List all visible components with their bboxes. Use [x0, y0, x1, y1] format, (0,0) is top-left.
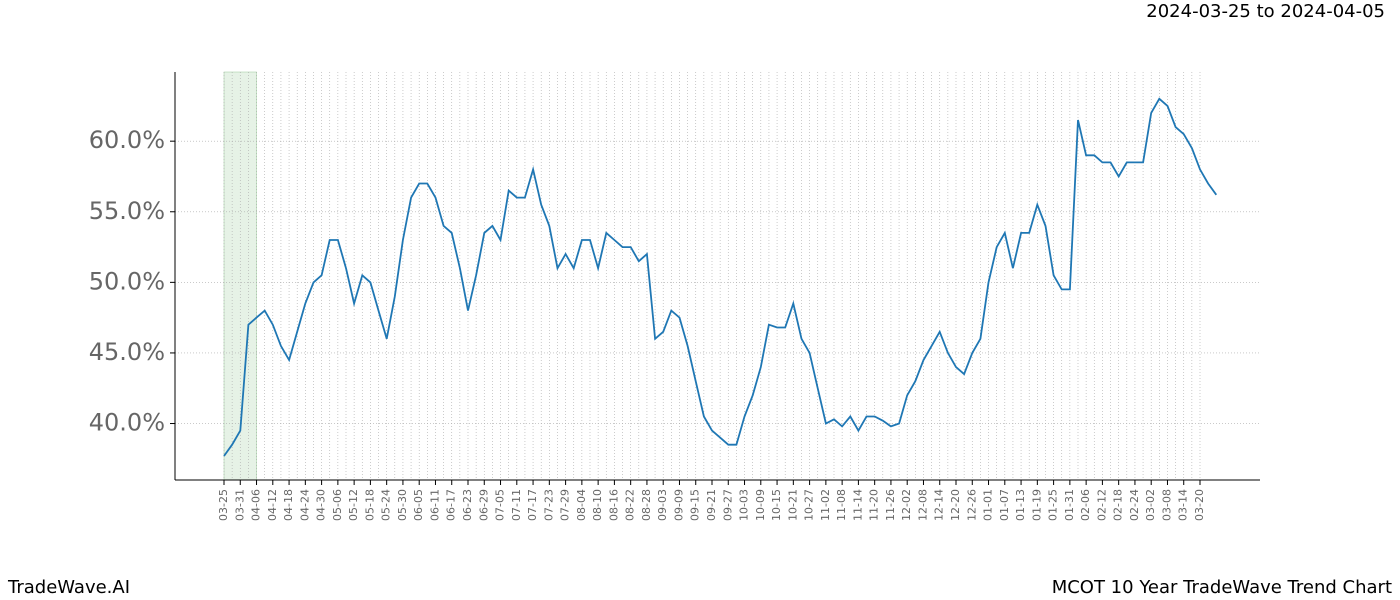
x-tick-label: 01-01	[982, 489, 995, 521]
x-tick-label: 06-17	[445, 489, 458, 521]
x-tick-label: 01-25	[1047, 489, 1060, 521]
x-tick-label: 07-17	[526, 489, 539, 521]
x-tick-label: 03-25	[217, 489, 230, 521]
y-tick-label: 45.0%	[89, 338, 165, 366]
x-tick-label: 06-23	[461, 489, 474, 521]
x-tick-label: 10-03	[738, 489, 751, 521]
x-tick-label: 09-21	[705, 489, 718, 521]
x-tick-label: 09-09	[672, 489, 685, 521]
y-tick-label: 60.0%	[89, 126, 165, 154]
x-tick-label: 12-20	[949, 489, 962, 521]
x-tick-label: 04-06	[250, 489, 263, 521]
y-tick-label: 50.0%	[89, 267, 165, 295]
x-tick-label: 08-04	[575, 489, 588, 521]
x-tick-label: 06-29	[477, 489, 490, 521]
x-tick-label: 02-18	[1112, 489, 1125, 521]
x-tick-label: 10-21	[786, 489, 799, 521]
x-tick-label: 08-16	[607, 489, 620, 521]
x-tick-label: 01-19	[1030, 489, 1043, 521]
y-tick-label: 55.0%	[89, 197, 165, 225]
x-tick-label: 04-24	[298, 489, 311, 521]
x-tick-label: 05-06	[331, 489, 344, 521]
trend-line	[223, 97, 1218, 457]
x-tick-label: 09-15	[689, 489, 702, 521]
x-tick-label: 07-23	[542, 489, 555, 521]
x-tick-label: 10-15	[770, 489, 783, 521]
x-tick-label: 03-02	[1144, 489, 1157, 521]
x-tick-label: 09-27	[721, 489, 734, 521]
footer-left: TradeWave.AI	[7, 577, 130, 598]
x-tick-label: 02-06	[1079, 489, 1092, 521]
x-tick-label: 01-31	[1063, 489, 1076, 521]
x-tick-label: 03-31	[233, 489, 246, 521]
x-tick-label: 12-14	[933, 489, 946, 521]
x-tick-label: 04-30	[315, 489, 328, 521]
x-tick-label: 11-26	[884, 489, 897, 521]
x-tick-label: 04-18	[282, 489, 295, 521]
x-tick-label: 02-12	[1095, 489, 1108, 521]
x-tick-label: 11-14	[851, 489, 864, 521]
x-tick-label: 01-13	[1014, 489, 1027, 521]
x-tick-label: 07-11	[510, 489, 523, 521]
x-tick-label: 12-08	[916, 489, 929, 521]
x-tick-label: 03-20	[1193, 489, 1206, 521]
x-tick-label: 03-14	[1177, 489, 1190, 521]
footer-right: MCOT 10 Year TradeWave Trend Chart	[1052, 577, 1392, 598]
x-tick-label: 01-07	[998, 489, 1011, 521]
x-tick-label: 11-20	[868, 489, 881, 521]
x-tick-label: 10-27	[803, 489, 816, 521]
x-tick-label: 02-24	[1128, 489, 1141, 521]
x-tick-label: 12-02	[900, 489, 913, 521]
x-tick-label: 07-29	[559, 489, 572, 521]
x-tick-label: 11-02	[819, 489, 832, 521]
x-tick-label: 06-05	[412, 489, 425, 521]
x-tick-label: 07-05	[494, 489, 507, 521]
x-tick-label: 09-03	[656, 489, 669, 521]
y-tick-label: 40.0%	[89, 409, 165, 437]
x-tick-label: 08-22	[624, 489, 637, 521]
x-tick-label: 08-28	[640, 489, 653, 521]
x-tick-label: 06-11	[428, 489, 441, 521]
x-tick-label: 11-08	[835, 489, 848, 521]
x-tick-label: 05-30	[396, 489, 409, 521]
x-tick-label: 08-10	[591, 489, 604, 521]
x-tick-label: 12-26	[965, 489, 978, 521]
x-tick-label: 05-24	[380, 489, 393, 521]
x-tick-label: 10-09	[754, 489, 767, 521]
x-tick-label: 04-12	[266, 489, 279, 521]
x-tick-label: 03-08	[1160, 489, 1173, 521]
subtitle: 2024-03-25 to 2024-04-05	[1146, 1, 1385, 22]
x-tick-label: 05-12	[347, 489, 360, 521]
x-tick-label: 05-18	[363, 489, 376, 521]
